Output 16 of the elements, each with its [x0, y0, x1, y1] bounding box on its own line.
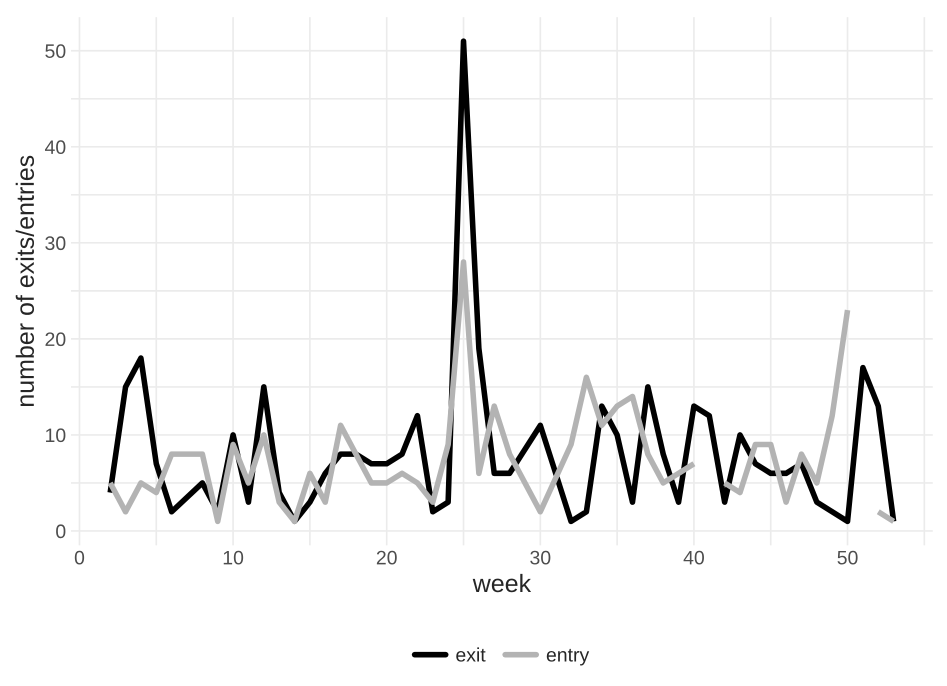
x-tick-label: 40: [684, 550, 704, 565]
x-axis-title: week: [472, 574, 532, 592]
y-tick-label: 10: [46, 428, 66, 442]
x-tick-label: 20: [376, 550, 397, 565]
y-tick-label: 20: [46, 332, 66, 346]
x-tick-label: 50: [838, 550, 858, 565]
legend-label: exit: [456, 647, 486, 662]
y-tick-label: 0: [56, 524, 66, 538]
y-axis-title: number of exits/entries: [16, 156, 34, 406]
y-tick-label: 40: [44, 140, 66, 154]
legend-label: entry: [546, 648, 590, 666]
y-tick-label: 30: [45, 236, 66, 250]
x-tick-label: 10: [224, 550, 244, 565]
y-tick-label: 50: [45, 44, 66, 58]
x-tick-label: 0: [74, 550, 84, 565]
x-tick-label: 30: [530, 550, 550, 565]
